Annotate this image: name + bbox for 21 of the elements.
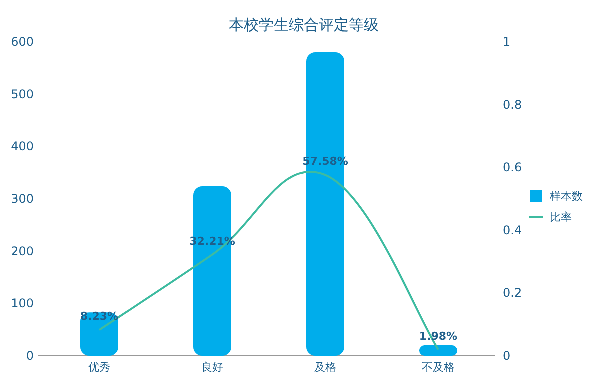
y2-tick-label: 0.2 (503, 286, 522, 300)
y2-tick-label: 0.8 (503, 98, 522, 112)
y-tick-label: 0 (26, 349, 34, 363)
x-tick-label: 优秀 (88, 361, 110, 374)
y2-tick-label: 0.4 (503, 223, 522, 238)
y2-tick-label: 0 (503, 349, 511, 363)
title: 本校学生综合评定等级 (229, 16, 379, 34)
x-tick-label: 良好 (202, 361, 224, 374)
y-tick-label: 400 (11, 140, 34, 154)
y-tick-label: 600 (11, 35, 34, 49)
y-tick-label: 500 (11, 87, 34, 102)
bar (420, 346, 458, 356)
y2-tick-label: 1 (503, 35, 511, 49)
legend-label: 比率 (550, 211, 572, 224)
x-tick-label: 不及格 (422, 361, 455, 374)
legend-label: 样本数 (550, 190, 583, 203)
y-tick-label: 100 (11, 296, 34, 311)
y2-tick-label: 0.6 (503, 160, 522, 175)
y-tick-label: 300 (11, 192, 34, 206)
x-tick-label: 及格 (314, 361, 336, 374)
y-tick-label: 200 (11, 244, 34, 258)
